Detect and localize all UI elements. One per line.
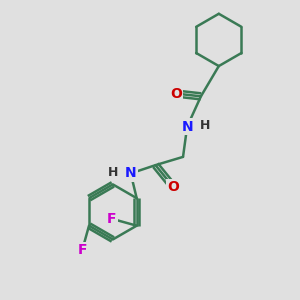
Text: H: H (200, 119, 210, 132)
Text: O: O (170, 87, 182, 100)
Text: H: H (108, 166, 119, 178)
Text: N: N (125, 167, 136, 180)
Text: F: F (77, 244, 87, 257)
Text: F: F (107, 212, 117, 226)
Text: O: O (167, 180, 179, 194)
Text: N: N (181, 120, 193, 134)
